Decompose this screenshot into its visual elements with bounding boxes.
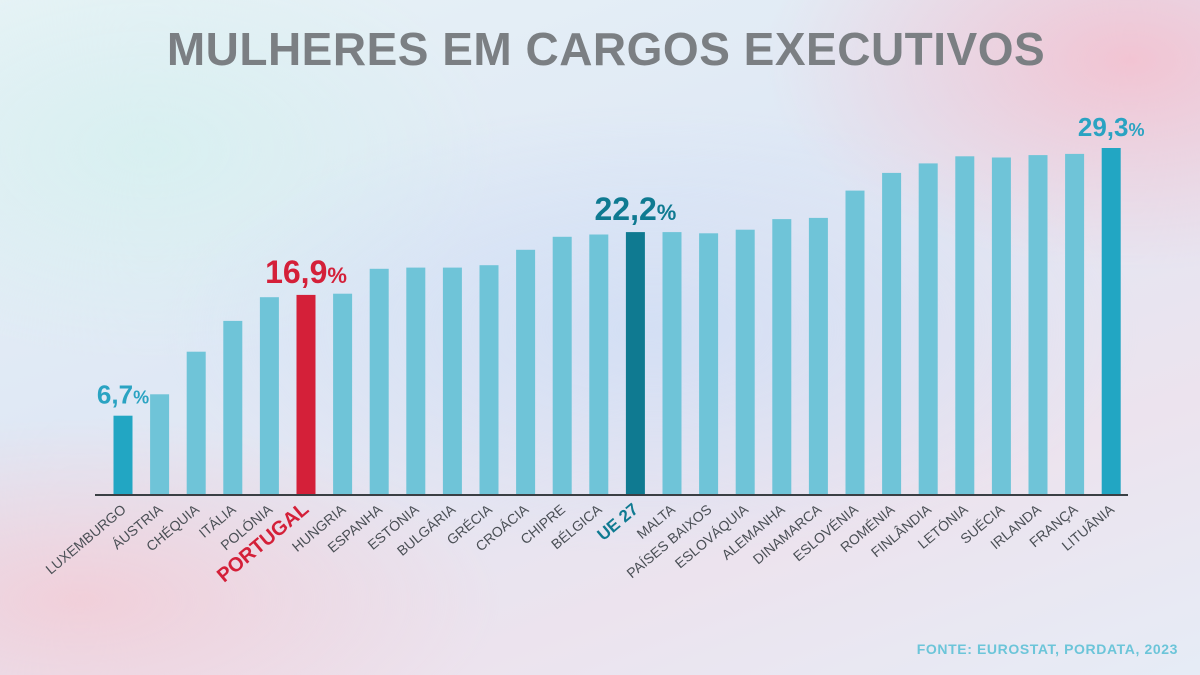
source-note: FONTE: EUROSTAT, PORDATA, 2023 <box>916 641 1178 657</box>
bar-chequia <box>186 351 206 495</box>
bar-suecia <box>991 157 1011 495</box>
bar-portugal <box>296 294 316 495</box>
bar-croacia <box>516 249 536 495</box>
data-label-ue-27: 22,2% <box>594 191 676 227</box>
bar-bulgaria <box>442 267 462 495</box>
bar-austria <box>150 394 170 495</box>
bar-eslovenia <box>845 190 865 495</box>
bar-lituania <box>1101 148 1121 495</box>
bar-romenia <box>882 172 902 495</box>
bar-belgica <box>589 234 609 495</box>
bar-letonia <box>955 156 975 496</box>
bars-group <box>113 148 1121 496</box>
bar-grecia <box>479 265 499 495</box>
bar-chipre <box>552 236 572 496</box>
bar-ue-27 <box>625 232 645 495</box>
data-labels-group: 6,7% 16,9% 22,2% 29,3% <box>97 112 1145 410</box>
chart-title: MULHERES EM CARGOS EXECUTIVOS <box>166 23 1046 75</box>
bar-dinamarca <box>808 217 828 495</box>
bar-polonia <box>259 297 279 495</box>
tick-label-ue-27: UE 27 <box>594 500 642 545</box>
data-label-luxemburgo: 6,7% <box>97 380 149 410</box>
bar-estonia <box>406 267 426 495</box>
bar-eslovaquia <box>735 229 755 495</box>
tick-labels-group: LUXEMBURGOÁUSTRIACHÉQUIAITÁLIAPOLÓNIAPOR… <box>42 498 1117 587</box>
bar-alemanha <box>772 219 792 495</box>
bar-luxemburgo <box>113 415 133 495</box>
bar-paises-baixos <box>699 233 719 496</box>
bar-irlanda <box>1028 155 1048 495</box>
bar-hungria <box>333 293 353 495</box>
bar-malta <box>662 232 682 495</box>
data-label-lituania: 29,3% <box>1078 112 1145 142</box>
bar-finlandia <box>918 163 938 495</box>
bar-espanha <box>369 268 389 495</box>
data-label-portugal: 16,9% <box>265 254 347 290</box>
bar-franca <box>1065 153 1085 495</box>
bar-italia <box>223 320 243 495</box>
